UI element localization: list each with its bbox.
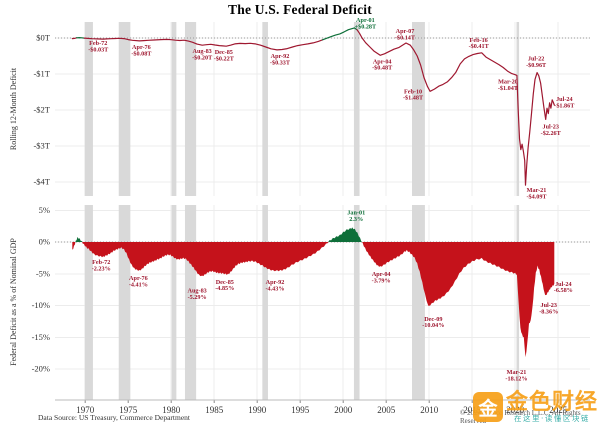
svg-text:Apr-92: Apr-92 [266,279,285,286]
svg-text:2.3%: 2.3% [349,216,363,223]
svg-text:1990: 1990 [248,405,267,415]
svg-text:-$2.26T: -$2.26T [541,130,562,137]
recession-bands [84,22,520,400]
svg-text:-$0.96T: -$0.96T [526,62,547,69]
svg-text:-$4.09T: -$4.09T [526,194,547,201]
svg-text:Jul-23: Jul-23 [542,123,559,130]
svg-text:-$0.20T: -$0.20T [192,55,213,62]
svg-text:-$1.04T: -$1.04T [498,85,519,92]
svg-text:Apr-04: Apr-04 [373,58,392,65]
svg-text:-$0.33T: -$0.33T [270,59,291,66]
svg-text:-$0.41T: -$0.41T [469,43,490,50]
watermark: 金 金色财经 在这里·读懂区块链 [472,390,598,423]
svg-text:2025: 2025 [549,405,568,415]
svg-text:-$0.08T: -$0.08T [131,50,152,57]
svg-text:Jul-23: Jul-23 [540,302,557,309]
svg-text:$0T: $0T [36,33,51,43]
svg-text:+$0.28T: +$0.28T [355,23,377,30]
svg-text:1980: 1980 [162,405,181,415]
svg-text:Apr-76: Apr-76 [129,275,148,282]
svg-text:-4.41%: -4.41% [129,281,148,288]
svg-text:-6.58%: -6.58% [554,287,573,294]
svg-text:Apr-07: Apr-07 [396,28,415,35]
svg-text:2015: 2015 [463,405,482,415]
svg-text:Mar-21: Mar-21 [527,187,547,194]
svg-text:Dec-85: Dec-85 [215,49,233,56]
svg-text:1995: 1995 [291,405,310,415]
svg-text:-10%: -10% [32,300,50,310]
svg-text:Jan-01: Jan-01 [347,209,365,216]
svg-text:-8.36%: -8.36% [539,308,558,315]
svg-text:2010: 2010 [420,405,439,415]
svg-text:Feb-72: Feb-72 [92,259,110,266]
svg-text:-20%: -20% [32,364,50,374]
chart-title: The U.S. Federal Deficit [228,2,372,17]
svg-text:-$1.86T: -$1.86T [554,102,575,109]
svg-text:2000: 2000 [334,405,353,415]
svg-text:Dec-85: Dec-85 [216,279,234,286]
watermark-slogan: 在这里·读懂区块链 [514,414,590,423]
svg-text:Apr-76: Apr-76 [132,44,151,51]
svg-text:Mar-21: Mar-21 [507,369,527,376]
svg-text:Feb-72: Feb-72 [89,40,107,47]
svg-text:0%: 0% [39,237,50,247]
annotations: Feb-72-$0.03T Apr-76-$0.08T Aug-83-$0.20TD… [88,17,575,383]
series [71,27,555,358]
svg-text:-5%: -5% [36,268,50,278]
svg-text:Jul-22: Jul-22 [528,56,545,63]
copyright-note: © 2024 Bianco Research L.L.C. All Rights… [460,409,581,425]
svg-text:-$3T: -$3T [33,141,50,151]
svg-text:5%: 5% [39,205,50,215]
svg-text:-$0.22T: -$0.22T [214,55,235,62]
svg-text:-4.43%: -4.43% [265,286,284,293]
svg-text:2005: 2005 [377,405,396,415]
jinse-logo-icon: 金 [472,392,503,423]
svg-text:Apr-01: Apr-01 [356,17,375,24]
svg-text:1975: 1975 [119,405,138,415]
svg-text:Jul-24: Jul-24 [556,96,573,103]
watermark-brand: 金色财经 [505,390,598,415]
svg-text:1985: 1985 [205,405,224,415]
svg-text:-$1T: -$1T [33,69,50,79]
svg-text:-$4T: -$4T [33,177,50,187]
svg-text:-18.12%: -18.12% [505,375,527,382]
svg-text:Apr-92: Apr-92 [271,53,290,60]
svg-text:Apr-04: Apr-04 [372,271,391,278]
svg-text:-4.85%: -4.85% [215,285,234,292]
svg-text:2020: 2020 [506,405,525,415]
svg-text:-10.04%: -10.04% [422,322,444,329]
svg-text:-15%: -15% [32,332,50,342]
svg-text:-2.23%: -2.23% [92,266,111,273]
svg-text:Feb-10: Feb-10 [404,88,422,95]
svg-text:-3.79%: -3.79% [372,277,391,284]
svg-text:1970: 1970 [76,405,95,415]
svg-text:-$0.48T: -$0.48T [372,65,393,72]
svg-text:Mar-20: Mar-20 [498,78,518,85]
svg-text:Federal Deficit as a % of Nomi: Federal Deficit as a % of Nominal GDP [9,238,18,366]
svg-text:Aug-83: Aug-83 [188,288,207,295]
svg-text:Aug-83: Aug-83 [193,48,212,55]
svg-text:Jul-24: Jul-24 [555,281,572,288]
svg-text:-$2T: -$2T [33,105,50,115]
svg-text:Dec-09: Dec-09 [424,316,442,323]
svg-text:Rolling 12-Month Deficit: Rolling 12-Month Deficit [9,67,18,150]
svg-text:-$0.14T: -$0.14T [395,34,416,41]
svg-text:-$0.03T: -$0.03T [88,46,109,53]
svg-text:-5.29%: -5.29% [188,294,207,301]
data-source-note: Data Source: US Treasury, Commerce Depar… [38,413,190,422]
svg-text:Feb-16: Feb-16 [470,37,488,44]
svg-text:-$1.48T: -$1.48T [403,95,424,102]
